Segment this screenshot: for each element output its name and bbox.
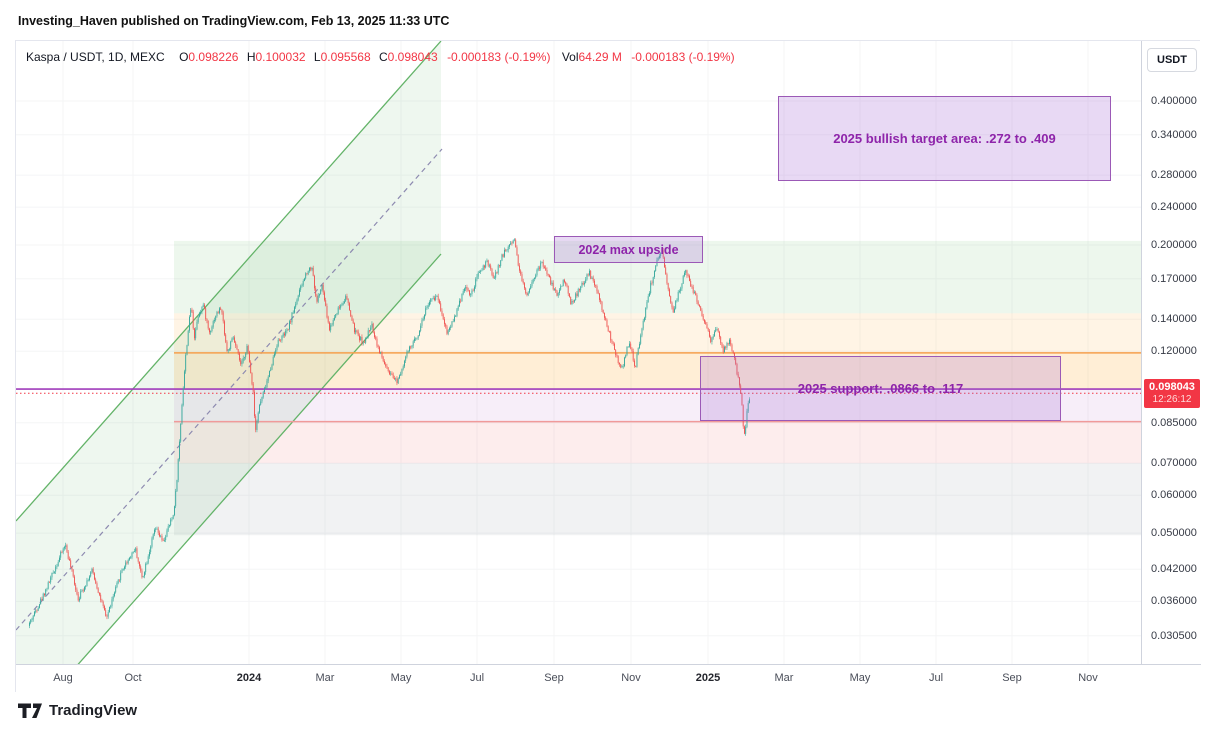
high-value: 0.100032 [255, 50, 306, 64]
time-axis[interactable]: Aug Oct 2024 Mar May Jul Sep Nov 2025 Mar May Jul Se… [16, 664, 1201, 694]
close-value: 0.098043 [387, 50, 438, 64]
symbol-title[interactable]: Kaspa / USDT, 1D, MEXC [26, 50, 165, 64]
time-tick-Jul: Jul [928, 672, 944, 684]
plot-area[interactable]: Kaspa / USDT, 1D, MEXC O0.098226 H0.1000… [16, 41, 1141, 664]
time-tick-Jul: Jul [469, 672, 485, 684]
open-value: 0.098226 [188, 50, 239, 64]
tradingview-brand-link[interactable]: TradingView [49, 702, 138, 719]
price-tick-0.170000: 0.170000 [1151, 273, 1197, 285]
price-tick-0.120000: 0.120000 [1151, 345, 1197, 357]
time-tick-Nov: Nov [621, 672, 641, 684]
price-tick-0.085000: 0.085000 [1151, 417, 1197, 429]
candlestick-chart [16, 41, 1141, 664]
price-tick-0.030500: 0.030500 [1151, 630, 1197, 642]
price-tick-0.042000: 0.042000 [1151, 563, 1197, 575]
price-tick-0.036000: 0.036000 [1151, 595, 1197, 607]
price-tick-0.280000: 0.280000 [1151, 169, 1197, 181]
last-price-badge: 0.098043 12:26:12 [1144, 379, 1200, 408]
time-tick-Nov: Nov [1078, 672, 1098, 684]
price-tick-0.340000: 0.340000 [1151, 129, 1197, 141]
low-value: 0.095568 [320, 50, 371, 64]
chart-window: Kaspa / USDT, 1D, MEXC O0.098226 H0.1000… [15, 40, 1202, 694]
volume-label: Vol [561, 50, 579, 64]
footer: TradingView [18, 702, 137, 719]
open-label: O [179, 50, 189, 64]
high-label: H [246, 50, 256, 64]
change-value: -0.000183 (-0.19%) [447, 50, 551, 64]
symbol-legend: Kaspa / USDT, 1D, MEXC O0.098226 H0.1000… [26, 50, 735, 64]
time-tick-2024: 2024 [236, 672, 262, 684]
price-tick-0.140000: 0.140000 [1151, 313, 1197, 325]
annotation-support-text: 2025 support: .0866 to .117 [797, 381, 964, 396]
low-label: L [313, 50, 321, 64]
time-tick-Sep: Sep [544, 672, 564, 684]
last-price-value: 0.098043 [1149, 381, 1195, 393]
time-tick-Mar: Mar [315, 672, 335, 684]
time-tick-2025: 2025 [695, 672, 721, 684]
bar-countdown: 12:26:12 [1152, 394, 1192, 405]
price-tick-0.240000: 0.240000 [1151, 201, 1197, 213]
annotation-bullish-target-text: 2025 bullish target area: .272 to .409 [833, 131, 1056, 146]
annotation-max-upside-text: 2024 max upside [578, 242, 679, 257]
price-tick-0.070000: 0.070000 [1151, 457, 1197, 469]
time-tick-May: May [390, 672, 412, 684]
time-tick-Aug: Aug [53, 672, 73, 684]
annotation-bullish-target-box[interactable]: 2025 bullish target area: .272 to .409 [778, 96, 1111, 181]
price-tick-0.050000: 0.050000 [1151, 527, 1197, 539]
tradingview-logo-icon [18, 703, 42, 718]
close-label: C [378, 50, 388, 64]
time-tick-Sep: Sep [1002, 672, 1022, 684]
volume-value: 64.29 M [578, 50, 622, 64]
price-tick-0.060000: 0.060000 [1151, 489, 1197, 501]
price-tick-0.400000: 0.400000 [1151, 95, 1197, 107]
price-tick-0.200000: 0.200000 [1151, 239, 1197, 251]
price-axis[interactable]: USDT 0.400000 0.340000 0.280000 0.240000 0.2… [1141, 41, 1202, 664]
annotation-max-upside-box[interactable]: 2024 max upside [554, 236, 703, 263]
time-tick-May: May [849, 672, 871, 684]
time-tick-Mar: Mar [774, 672, 794, 684]
attribution-text: Investing_Haven published on TradingView… [18, 14, 450, 28]
currency-button[interactable]: USDT [1147, 48, 1197, 72]
time-tick-Oct: Oct [124, 672, 142, 684]
annotation-support-box[interactable]: 2025 support: .0866 to .117 [700, 356, 1061, 421]
volume-change-value: -0.000183 (-0.19%) [631, 50, 735, 64]
